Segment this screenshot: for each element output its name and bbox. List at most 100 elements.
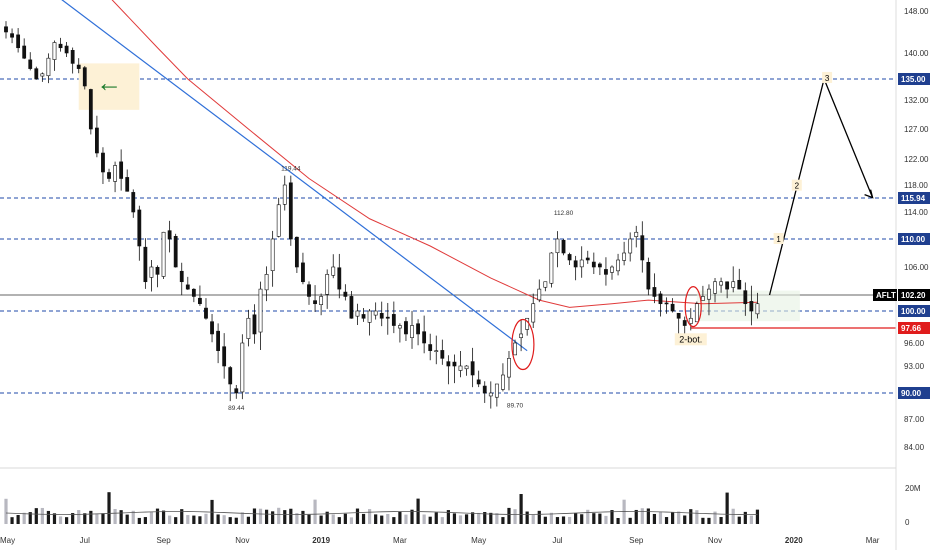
level-tag-bg-0: [898, 73, 930, 85]
candle-body: [616, 259, 620, 272]
volume-axis: 20M 0: [905, 484, 921, 527]
volume-bar: [313, 499, 317, 524]
volume-bar: [192, 515, 196, 524]
candlesticks: [4, 21, 760, 409]
candle-body: [555, 238, 560, 254]
volume-bar: [543, 516, 547, 524]
volume-bar: [137, 517, 141, 524]
candle-body: [452, 361, 457, 367]
volume-bar: [386, 513, 390, 524]
volume-bar: [337, 517, 341, 524]
candle-body: [264, 274, 269, 291]
volume-bar: [4, 498, 8, 524]
candle-body: [185, 284, 190, 290]
candle-body: [173, 236, 178, 268]
volume-bar: [561, 516, 566, 524]
volume-bar: [404, 514, 408, 524]
volume-bar: [168, 515, 172, 524]
level-tag-bg-5: [898, 322, 930, 334]
time-label-5: Mar: [393, 536, 407, 545]
candle-body: [355, 310, 360, 317]
candle-body: [604, 269, 608, 275]
candle-body: [713, 281, 717, 294]
candle-body: [10, 33, 14, 38]
price-tick-6: 114.00: [904, 208, 928, 217]
volume-bar: [16, 515, 20, 524]
candle-body: [410, 325, 414, 338]
moving-average-line: [111, 0, 758, 308]
candle-body: [719, 281, 723, 286]
volume-bar: [410, 509, 414, 524]
volume-bar: [228, 517, 232, 524]
volume-bar: [695, 510, 699, 524]
level-tags: 135.00 115.94 110.00 100.00 90.00 97.66 102.20…: [873, 73, 930, 399]
volume-bar: [22, 512, 26, 524]
price-tick-7: 106.00: [904, 263, 929, 272]
time-label-10: 2020: [785, 536, 803, 545]
candle-body: [628, 238, 633, 254]
volume-bar: [640, 508, 644, 524]
volume-bar: [40, 507, 44, 524]
level-tag-bg-3: [898, 305, 930, 317]
candle-body: [343, 291, 348, 297]
projection-marker-bg-2: [822, 71, 833, 83]
volume-bar: [658, 511, 663, 524]
price-tick-4: 122.00: [904, 155, 929, 164]
volume-bar: [355, 508, 360, 524]
volume-bar: [198, 516, 202, 524]
candle-body: [34, 68, 39, 80]
volume-bar: [471, 512, 475, 524]
time-label-4: 2019: [312, 536, 330, 545]
candle-body: [379, 313, 384, 319]
candle-body: [482, 385, 487, 394]
level-tag-2: 110.00: [901, 235, 926, 244]
candle-body: [149, 266, 154, 278]
candle-body: [276, 204, 281, 237]
candle-body: [373, 310, 378, 316]
volume-bar: [180, 509, 184, 524]
candle-body: [270, 238, 275, 272]
volume-bar: [289, 508, 293, 524]
volume-bar: [422, 514, 426, 524]
volume-bar: [374, 514, 378, 524]
price-tick-9: 93.00: [904, 362, 925, 371]
time-axis: May Jul Sep Nov 2019 Mar May Jul Sep Nov 2020 Mar: [0, 536, 880, 545]
candle-body: [82, 67, 87, 87]
volume-bar: [331, 514, 335, 524]
volume-bar: [652, 513, 657, 524]
candle-body: [246, 317, 251, 339]
volume-bar: [713, 511, 717, 524]
candle-body: [319, 296, 324, 305]
volume-bar: [343, 513, 347, 524]
volume-bar: [52, 513, 57, 524]
candle-body: [610, 266, 614, 273]
candle-body: [119, 161, 124, 179]
volume-bar: [610, 510, 614, 524]
level-tag-bg-2: [898, 233, 930, 245]
candle-body: [488, 392, 493, 397]
candle-body: [325, 274, 330, 295]
swing-label-3: 89.70: [507, 403, 524, 410]
swing-label-2: 112.80: [554, 210, 574, 217]
volume-bars: [4, 492, 760, 524]
volume-bar: [513, 509, 517, 524]
candle-body: [58, 43, 63, 49]
projection-marker-bg-0: [773, 233, 784, 244]
volume-bar: [77, 510, 81, 524]
volume-bar: [671, 512, 675, 524]
volume-tick-1: 0: [905, 518, 910, 527]
volume-bar: [301, 510, 305, 524]
volume-bar: [507, 507, 511, 524]
volume-bar: [616, 517, 620, 524]
volume-bar: [258, 508, 263, 524]
volume-bar: [446, 510, 450, 524]
volume-bar: [392, 517, 396, 524]
candle-body: [385, 316, 390, 319]
volume-bar: [204, 513, 208, 524]
candle-body: [28, 59, 33, 69]
candle-body: [294, 236, 299, 268]
projection-marker-2: 3: [825, 74, 830, 83]
candle-body: [337, 267, 342, 290]
candle-body: [179, 270, 184, 283]
